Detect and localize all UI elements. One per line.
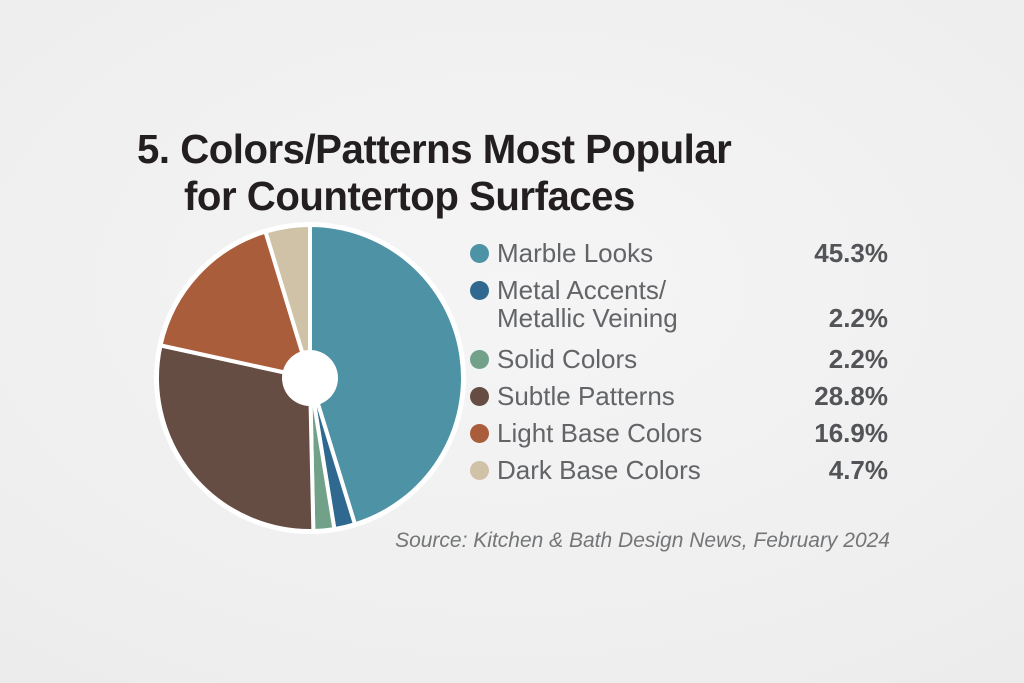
pie-chart <box>145 213 475 543</box>
legend-item-light-base-colors: Light Base Colors 16.9% <box>470 419 888 447</box>
chart-title-line1: 5. Colors/Patterns Most Popular <box>137 126 732 172</box>
legend-color-swatch <box>470 460 489 480</box>
legend-label: Solid Colors <box>497 344 638 374</box>
legend-label: Metal Accents/ Metallic Veining <box>497 276 829 332</box>
legend-value: 16.9% <box>814 418 888 448</box>
source-attribution: Source: Kitchen & Bath Design News, Febr… <box>395 529 890 552</box>
legend-item-metal-accents: Metal Accents/ Metallic Veining 2.2% <box>470 276 888 332</box>
pie-chart-svg <box>154 222 466 534</box>
legend-value: 45.3% <box>814 238 888 268</box>
legend-label: Dark Base Colors <box>497 455 701 485</box>
legend-item-solid-colors: Solid Colors 2.2% <box>470 345 888 373</box>
legend-label-line2: Metallic Veining <box>497 303 678 333</box>
legend-color-swatch <box>470 281 489 300</box>
pie-slice-0 <box>308 223 465 527</box>
legend-color-swatch <box>470 349 489 369</box>
pie-slice-3 <box>155 343 316 533</box>
legend-label-line1: Metal Accents/ <box>497 275 667 305</box>
legend-item-dark-base-colors: Dark Base Colors 4.7% <box>470 456 888 484</box>
legend-value: 28.8% <box>814 381 888 411</box>
legend-value: 2.2% <box>828 344 888 374</box>
chart-title: 5. Colors/Patterns Most Popular for Coun… <box>137 126 732 220</box>
legend-value: 2.2% <box>828 303 888 333</box>
legend-color-swatch <box>470 423 489 443</box>
chart-legend: Marble Looks 45.3% Metal Accents/ Metall… <box>470 239 888 493</box>
legend-color-swatch <box>470 243 489 263</box>
legend-value: 4.7% <box>828 455 888 485</box>
legend-label: Light Base Colors <box>497 418 703 448</box>
legend-label: Marble Looks <box>497 238 654 268</box>
legend-color-swatch <box>470 386 489 406</box>
chart-title-line2: for Countertop Surfaces <box>184 173 635 219</box>
pie-slice-5 <box>263 223 312 380</box>
pie-donut-hole <box>282 350 338 406</box>
legend-label: Subtle Patterns <box>497 381 675 411</box>
legend-item-marble-looks: Marble Looks 45.3% <box>470 239 888 267</box>
legend-item-subtle-patterns: Subtle Patterns 28.8% <box>470 382 888 410</box>
pie-slice-4 <box>158 229 312 380</box>
